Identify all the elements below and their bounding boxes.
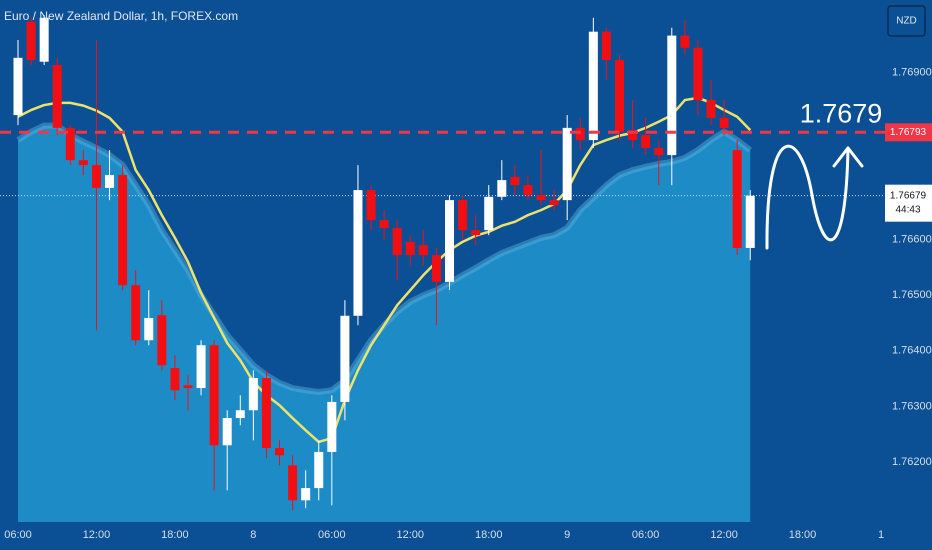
candle-body xyxy=(510,176,520,186)
candle-body xyxy=(78,160,88,166)
candle-body xyxy=(614,60,624,132)
candle-body xyxy=(458,200,468,231)
candle-body xyxy=(536,195,546,201)
x-tick-label: 06:00 xyxy=(318,529,346,541)
candle-body xyxy=(131,285,141,341)
candle-body xyxy=(719,117,729,128)
candle-body xyxy=(105,175,115,188)
forecast-arrow-head xyxy=(832,146,864,168)
forecast-arrow xyxy=(765,144,850,250)
y-tick-label: 1.76300 xyxy=(892,400,932,412)
candle-body xyxy=(732,150,742,248)
candle-body xyxy=(65,127,75,161)
candle-body xyxy=(654,147,664,156)
candle-body xyxy=(392,227,402,256)
candle-body xyxy=(418,245,428,256)
currency-label[interactable]: NZD xyxy=(896,16,917,27)
y-tick-label: 1.76500 xyxy=(892,289,932,301)
candle-body xyxy=(693,47,703,101)
candle-body xyxy=(26,21,36,61)
candle-body xyxy=(301,488,311,501)
x-tick-label: 18:00 xyxy=(789,529,817,541)
candle-body xyxy=(235,410,245,419)
currency-button[interactable] xyxy=(887,5,926,37)
candle-body xyxy=(680,35,690,48)
candle-body xyxy=(706,100,716,118)
candle-body xyxy=(261,378,271,449)
candle-body xyxy=(431,255,441,282)
candle-body xyxy=(484,196,494,231)
x-tick-label: 06:00 xyxy=(632,529,660,541)
candle-body xyxy=(275,448,285,456)
cloud-area xyxy=(18,125,751,523)
candle-body xyxy=(340,315,350,402)
x-tick-label: 18:00 xyxy=(161,529,189,541)
candle-body xyxy=(39,17,49,62)
candle-body xyxy=(549,200,559,206)
candle-body xyxy=(157,315,167,366)
y-tick-label: 1.76900 xyxy=(892,67,932,79)
candle-body xyxy=(575,127,585,141)
candle-body xyxy=(523,185,533,196)
candle-body xyxy=(497,180,507,197)
candle-body xyxy=(562,127,572,201)
candle-body xyxy=(314,451,324,489)
candle-body xyxy=(248,378,258,411)
candle-body xyxy=(91,165,101,188)
y-tick-label: 1.76400 xyxy=(892,345,932,357)
chart-title: Euro / New Zealand Dollar, 1h, FOREX.com xyxy=(4,9,238,23)
candle-body xyxy=(183,385,193,389)
target-annotation: 1.7679 xyxy=(800,98,883,128)
candle-body xyxy=(445,200,454,282)
x-tick-label: 1 xyxy=(878,529,884,541)
y-tick-label: 1.76200 xyxy=(892,456,932,468)
x-tick-label: 18:00 xyxy=(475,529,503,541)
x-tick-label: 06:00 xyxy=(4,529,32,541)
candle-body xyxy=(366,190,376,221)
candle-body xyxy=(52,65,62,128)
candle-body xyxy=(222,418,232,446)
candle-body xyxy=(641,135,651,148)
candle-body xyxy=(471,230,481,236)
candle-body xyxy=(628,130,638,141)
candle-body xyxy=(405,241,415,256)
y-tick-label: 1.76600 xyxy=(892,234,932,246)
candle-body xyxy=(144,317,154,341)
countdown: 44:43 xyxy=(895,204,920,215)
x-tick-label: 12:00 xyxy=(710,529,738,541)
candle-body xyxy=(588,31,598,141)
candle-body xyxy=(209,345,219,446)
candle-body xyxy=(327,401,337,452)
x-tick-label: 8 xyxy=(250,529,256,541)
candle-body xyxy=(288,465,298,501)
candle-body xyxy=(13,57,23,116)
candle-body xyxy=(667,35,677,156)
candle-body xyxy=(601,31,611,61)
x-tick-label: 12:00 xyxy=(83,529,111,541)
target-price-box xyxy=(885,123,932,142)
candle-body xyxy=(353,190,363,316)
candle-body xyxy=(118,175,128,286)
candle-body xyxy=(170,368,180,391)
target-price-label: 1.76793 xyxy=(890,127,927,138)
x-tick-label: 9 xyxy=(564,529,570,541)
candle-body xyxy=(379,220,389,228)
last-price-box xyxy=(885,184,932,222)
x-tick-label: 12:00 xyxy=(397,529,425,541)
candle-body xyxy=(196,345,206,389)
candle-body xyxy=(745,195,755,248)
last-price-label: 1.76679 xyxy=(890,190,927,201)
